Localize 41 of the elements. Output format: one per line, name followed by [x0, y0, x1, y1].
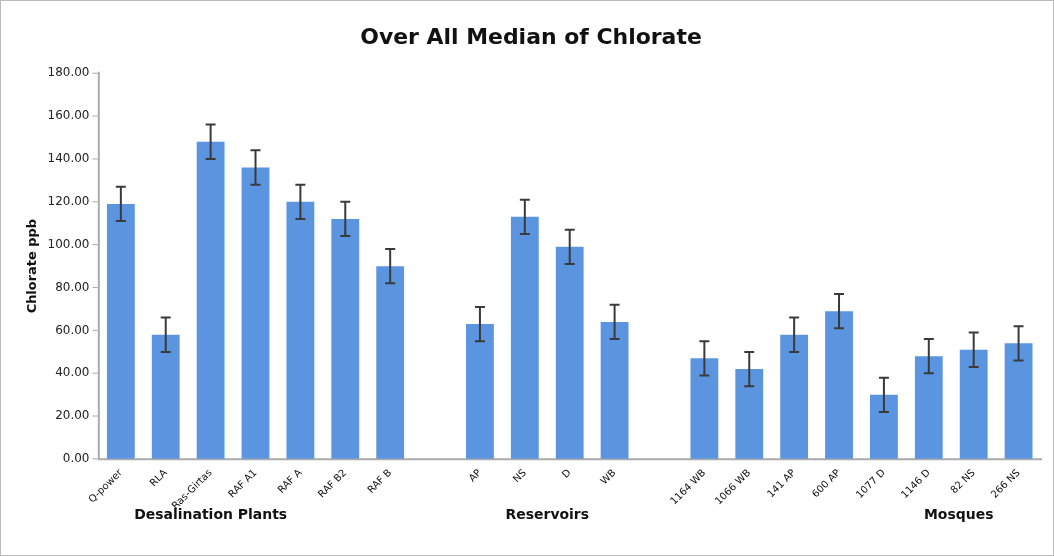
bar	[959, 349, 988, 459]
bar	[600, 321, 629, 459]
chart-title: Over All Median of Chlorate	[360, 23, 702, 49]
y-tick-label: 120.00	[47, 193, 90, 208]
y-tick-label: 140.00	[47, 151, 90, 166]
x-tick-label: WB	[598, 466, 618, 487]
x-tick-label: RLA	[147, 466, 170, 489]
bar	[510, 216, 539, 459]
bar	[914, 356, 943, 459]
bar	[376, 266, 405, 459]
x-tick-label: D	[559, 466, 574, 481]
bar	[870, 394, 898, 459]
bar	[690, 358, 719, 459]
bar	[1004, 343, 1033, 459]
text: Mosques	[923, 505, 994, 522]
x-tick-label: 600 AP	[809, 466, 843, 500]
y-tick-label: 20.00	[55, 408, 90, 423]
bar	[466, 324, 494, 459]
x-tick-label: 141 AP	[764, 466, 798, 500]
x-tick-label: 82 NS	[948, 466, 977, 496]
bar	[241, 167, 270, 459]
y-tick-label: 60.00	[55, 322, 90, 337]
x-tick-label: NS	[510, 466, 529, 485]
bar	[286, 201, 315, 459]
bar	[825, 311, 853, 459]
bar	[106, 203, 135, 459]
y-axis-title: Chlorate ppb	[24, 218, 40, 314]
text: Reservoirs	[505, 505, 590, 522]
bar	[331, 218, 360, 459]
bar	[196, 141, 225, 459]
bar	[151, 334, 180, 459]
y-tick-label: 0.00	[62, 451, 90, 466]
y-tick-label: 40.00	[55, 365, 90, 380]
y-tick-label: 180.00	[47, 65, 90, 80]
bar	[780, 334, 809, 459]
bar	[735, 369, 764, 459]
y-tick-label: 100.00	[47, 236, 90, 251]
bar	[555, 246, 584, 459]
y-tick-label: 80.00	[55, 279, 90, 294]
y-tick-label: 160.00	[47, 108, 90, 123]
x-tick-label: AP	[466, 466, 484, 484]
